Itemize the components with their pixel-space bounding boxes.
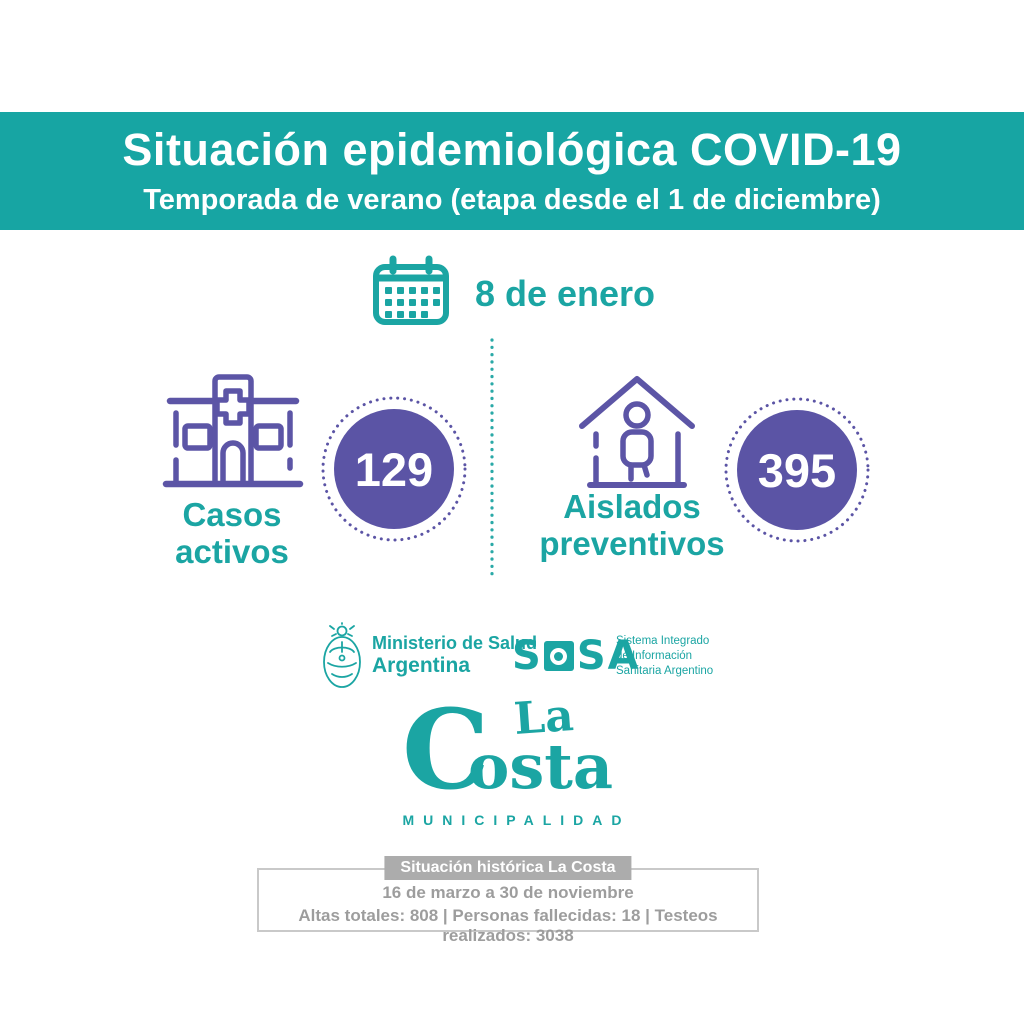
ministerio-line1: Ministerio de Salud bbox=[372, 633, 538, 653]
page-subtitle: Temporada de verano (etapa desde el 1 de… bbox=[143, 184, 881, 216]
ministerio-line2: Argentina bbox=[372, 653, 471, 677]
stat-value-aislados-preventivos: 395 bbox=[757, 443, 837, 497]
sisa-description: Sistema Integrado de Información Sanitar… bbox=[616, 634, 713, 679]
stat-circle-casos-activos: 129 bbox=[319, 394, 469, 544]
historical-date-range: 16 de marzo a 30 de noviembre bbox=[382, 883, 634, 902]
sisa-desc-line: Sanitaria Argentino bbox=[616, 664, 714, 677]
la-costa-logo: C osta La bbox=[402, 685, 632, 814]
stat-label-casos-activos: Casos activos bbox=[132, 496, 332, 571]
sisa-letter: A bbox=[607, 633, 639, 679]
house-person-icon bbox=[572, 366, 702, 496]
header-band: Situación epidemiológica COVID-19 Tempor… bbox=[0, 112, 1024, 230]
lacosta-la: La bbox=[512, 689, 576, 746]
ministerio-de-salud-logo: Ministerio de Salud Argentina bbox=[372, 633, 537, 678]
report-date: 8 de enero bbox=[474, 272, 656, 314]
stat-label-aislados-preventivos: Aislados preventivos bbox=[512, 488, 752, 563]
sisa-logo: S S A bbox=[512, 636, 639, 676]
stat-label-line: activos bbox=[175, 533, 289, 571]
municipalidad-label: MUNICIPALIDAD bbox=[402, 812, 631, 828]
lacosta-c: C bbox=[402, 685, 490, 814]
date-row: 8 de enero bbox=[0, 254, 1024, 333]
calendar-icon bbox=[369, 254, 453, 333]
stat-label-line: Casos bbox=[182, 496, 282, 533]
argentina-coat-of-arms-icon bbox=[320, 622, 364, 695]
square-dot-icon bbox=[543, 641, 574, 671]
stat-value-casos-activos: 129 bbox=[354, 442, 434, 496]
sisa-letter: S bbox=[512, 633, 541, 679]
historical-summary-box: Situación histórica La Costa 16 de marzo… bbox=[257, 856, 759, 945]
dotted-divider bbox=[488, 338, 496, 585]
stat-circle-aislados-preventivos: 395 bbox=[722, 395, 872, 545]
hospital-icon bbox=[158, 370, 308, 495]
stat-label-line: Aislados bbox=[563, 488, 701, 525]
lacosta-osta: osta bbox=[468, 730, 614, 803]
historical-totals: Altas totales: 808 | Personas fallecidas… bbox=[298, 906, 718, 945]
page-title: Situación epidemiológica COVID-19 bbox=[122, 124, 902, 175]
sisa-desc-line: Sistema Integrado bbox=[616, 635, 710, 647]
sisa-desc-line: de Información bbox=[616, 649, 693, 662]
historical-box-title: Situación histórica La Costa bbox=[384, 856, 632, 880]
stat-label-line: preventivos bbox=[539, 525, 725, 563]
sisa-letter: S bbox=[576, 633, 606, 679]
